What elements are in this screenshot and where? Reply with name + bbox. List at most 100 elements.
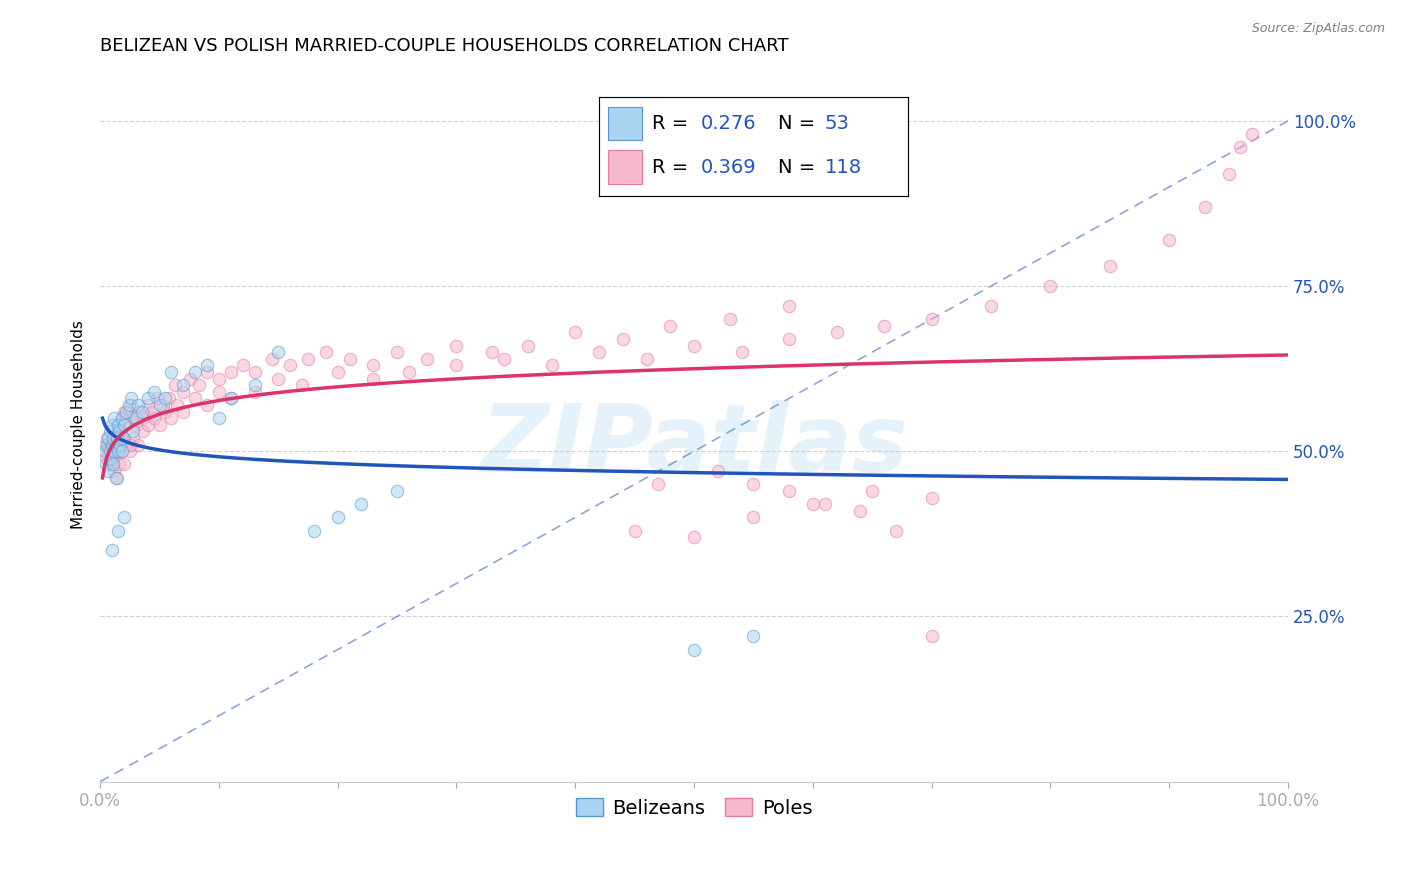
Point bbox=[278, 359, 301, 373]
Point bbox=[103, 458, 125, 472]
Point bbox=[120, 392, 142, 406]
Point bbox=[623, 524, 645, 538]
Point bbox=[98, 425, 121, 439]
Point bbox=[416, 351, 439, 366]
Point bbox=[141, 404, 163, 418]
Point bbox=[195, 359, 218, 373]
Point bbox=[350, 497, 373, 511]
Point bbox=[101, 425, 124, 439]
Point bbox=[1039, 279, 1062, 293]
Point bbox=[363, 371, 385, 385]
Point bbox=[108, 425, 131, 439]
Point bbox=[101, 417, 124, 432]
Point bbox=[107, 444, 129, 458]
Point bbox=[385, 345, 408, 359]
Point bbox=[481, 345, 503, 359]
Point bbox=[101, 543, 124, 558]
Point bbox=[146, 392, 169, 406]
Point bbox=[297, 351, 319, 366]
Point bbox=[208, 384, 231, 399]
Point bbox=[104, 437, 127, 451]
Point bbox=[172, 404, 194, 418]
Point bbox=[163, 378, 186, 392]
Point bbox=[446, 338, 468, 352]
Point bbox=[339, 351, 361, 366]
Point bbox=[718, 312, 741, 326]
Point bbox=[166, 398, 188, 412]
Point bbox=[125, 411, 148, 425]
Point bbox=[1218, 167, 1240, 181]
Point bbox=[120, 398, 142, 412]
Point bbox=[107, 524, 129, 538]
Point bbox=[208, 411, 231, 425]
Point bbox=[778, 332, 800, 346]
Point bbox=[131, 404, 153, 418]
Point bbox=[103, 444, 125, 458]
Point bbox=[128, 404, 150, 418]
Point bbox=[152, 398, 174, 412]
Point bbox=[115, 417, 138, 432]
Legend: Belizeans, Poles: Belizeans, Poles bbox=[568, 790, 820, 825]
Point bbox=[219, 392, 242, 406]
Point bbox=[564, 326, 586, 340]
Point bbox=[636, 351, 658, 366]
Point bbox=[588, 345, 610, 359]
Point bbox=[142, 411, 165, 425]
Point bbox=[112, 431, 135, 445]
Point bbox=[326, 365, 349, 379]
Text: BELIZEAN VS POLISH MARRIED-COUPLE HOUSEHOLDS CORRELATION CHART: BELIZEAN VS POLISH MARRIED-COUPLE HOUSEH… bbox=[100, 37, 789, 55]
Point bbox=[516, 338, 538, 352]
Point bbox=[97, 431, 120, 445]
Point bbox=[94, 437, 117, 451]
Point bbox=[122, 411, 145, 425]
Point bbox=[683, 642, 706, 657]
Point bbox=[398, 365, 420, 379]
Point bbox=[184, 392, 207, 406]
Point bbox=[825, 326, 848, 340]
Point bbox=[127, 437, 149, 451]
Point bbox=[111, 431, 134, 445]
Point bbox=[110, 444, 132, 458]
Point bbox=[160, 365, 183, 379]
Point bbox=[110, 411, 132, 425]
Point bbox=[94, 458, 117, 472]
Point bbox=[115, 437, 138, 451]
Point bbox=[108, 417, 131, 432]
Point bbox=[243, 378, 266, 392]
Point bbox=[219, 392, 242, 406]
Point bbox=[112, 417, 135, 432]
Point bbox=[97, 444, 120, 458]
Point bbox=[742, 510, 765, 524]
Point bbox=[492, 351, 515, 366]
Point bbox=[122, 425, 145, 439]
Point bbox=[105, 471, 128, 485]
Point bbox=[326, 510, 349, 524]
Point bbox=[1159, 233, 1181, 247]
Point bbox=[980, 299, 1002, 313]
Point bbox=[778, 299, 800, 313]
Text: Source: ZipAtlas.com: Source: ZipAtlas.com bbox=[1251, 22, 1385, 36]
Point bbox=[127, 398, 149, 412]
Point bbox=[125, 417, 148, 432]
Point bbox=[118, 444, 141, 458]
Point bbox=[107, 417, 129, 432]
Point bbox=[243, 365, 266, 379]
Point bbox=[104, 471, 127, 485]
Point bbox=[363, 359, 385, 373]
Point bbox=[742, 629, 765, 643]
Point bbox=[647, 477, 669, 491]
Point bbox=[683, 338, 706, 352]
Point bbox=[112, 404, 135, 418]
Point bbox=[148, 398, 170, 412]
Point bbox=[778, 483, 800, 498]
Point bbox=[232, 359, 254, 373]
Point bbox=[179, 371, 201, 385]
Point bbox=[136, 398, 159, 412]
Point bbox=[103, 431, 125, 445]
Point bbox=[219, 365, 242, 379]
Point bbox=[921, 491, 943, 505]
Point bbox=[104, 437, 127, 451]
Point bbox=[96, 437, 118, 451]
Point bbox=[814, 497, 837, 511]
Point bbox=[155, 404, 177, 418]
